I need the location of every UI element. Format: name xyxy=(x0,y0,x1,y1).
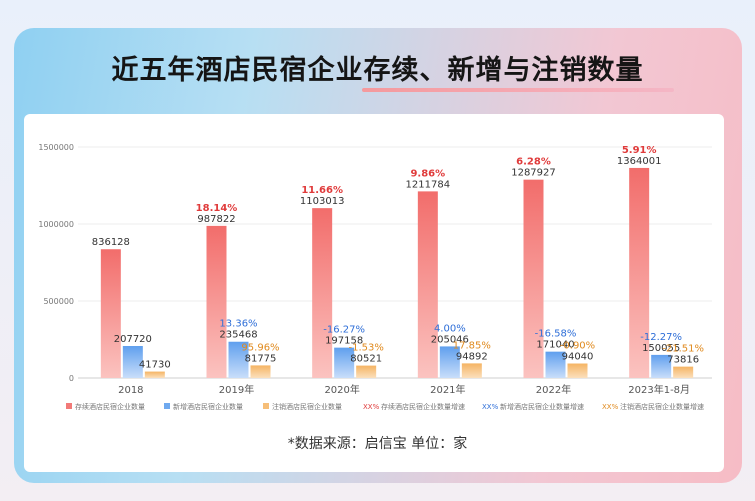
x-category-label: 2021年 xyxy=(430,383,465,396)
value-label: 81775 xyxy=(245,353,277,364)
grid-lines xyxy=(78,146,712,379)
legend-entry: 注销酒店民宿企业数量 xyxy=(272,402,342,411)
value-label: 987822 xyxy=(197,214,235,225)
growth-label: 18.14% xyxy=(196,203,238,214)
growth-label: 9.86% xyxy=(410,168,445,179)
x-category-label: 2020年 xyxy=(324,383,359,396)
x-category-label: 2023年1-8月 xyxy=(628,383,690,396)
y-tick-label: 1000000 xyxy=(38,220,74,229)
x-axis-categories: 2018 2019年 2020年 2021年 2022年 2023年1-8月 xyxy=(118,383,690,396)
chart-panel xyxy=(24,114,724,472)
y-tick-label: 500000 xyxy=(43,297,74,306)
legend-swatch xyxy=(66,403,72,409)
growth-label: 5.91% xyxy=(622,145,657,156)
legend-swatch xyxy=(164,403,170,409)
value-label: 80521 xyxy=(350,354,382,365)
growth-label: -1.53% xyxy=(348,343,383,354)
legend-entry: 新增酒店民宿企业数量 xyxy=(173,402,243,411)
legend-entry: 注销酒店民宿企业数量增速 xyxy=(620,402,704,411)
bar-new xyxy=(334,347,355,378)
bar-new xyxy=(122,346,143,378)
value-label: 1211784 xyxy=(406,179,451,190)
value-label: 150055 xyxy=(642,343,680,354)
value-label: 1364001 xyxy=(617,156,662,167)
y-tick-label: 0 xyxy=(69,374,74,383)
bar-cancelled xyxy=(144,371,165,378)
data-source-note: *数据来源：启信宝 单位：家 xyxy=(287,436,468,452)
bar-cancelled xyxy=(567,363,588,378)
legend-marker: XX% xyxy=(482,403,499,411)
value-label: 73816 xyxy=(667,355,699,366)
bar-new xyxy=(545,351,566,378)
bar-existing xyxy=(312,208,333,378)
value-label: 197158 xyxy=(325,336,363,347)
title-underline xyxy=(362,88,674,92)
value-label: 1103013 xyxy=(300,196,345,207)
bars xyxy=(100,167,694,378)
legend-entry: 新增酒店民宿企业数量增速 xyxy=(500,402,584,411)
value-label: 836128 xyxy=(92,237,130,248)
value-label: 235468 xyxy=(219,330,257,341)
growth-label: -21.51% xyxy=(662,344,704,355)
bar-existing xyxy=(100,249,121,378)
x-category-label: 2022年 xyxy=(536,383,571,396)
y-tick-label: 1500000 xyxy=(38,143,74,152)
legend-marker: XX% xyxy=(602,403,619,411)
growth-label: -0.90% xyxy=(560,341,595,352)
growth-label: 4.00% xyxy=(434,323,466,334)
bar-cancelled xyxy=(673,366,694,378)
legend: 存续酒店民宿企业数量 新增酒店民宿企业数量 注销酒店民宿企业数量 XX% 存续酒店民宿企… xyxy=(66,402,704,411)
value-label: 171040 xyxy=(536,340,574,351)
growth-label: -12.27% xyxy=(640,332,682,343)
bar-existing xyxy=(417,191,438,378)
value-label: 205046 xyxy=(431,334,469,345)
value-label: 94892 xyxy=(456,351,488,362)
y-axis-ticks: 0 500000 1000000 1500000 xyxy=(38,143,74,383)
page-title: 近五年酒店民宿企业存续、新增与注销数量 xyxy=(111,55,644,86)
value-label: 94040 xyxy=(562,352,594,363)
value-label: 41730 xyxy=(139,360,171,371)
growth-label: 17.85% xyxy=(453,340,491,351)
growth-label: 11.66% xyxy=(301,185,343,196)
growth-label: -16.27% xyxy=(323,325,365,336)
growth-label: 6.28% xyxy=(516,157,551,168)
value-label: 207720 xyxy=(114,334,152,345)
bar-new xyxy=(651,354,672,378)
growth-label: 95.96% xyxy=(241,342,279,353)
bar-cancelled xyxy=(461,363,482,378)
bar-new xyxy=(228,341,249,378)
bar-existing xyxy=(523,179,544,378)
value-label: 1287927 xyxy=(511,168,556,179)
bar-cancelled xyxy=(250,365,271,378)
bar-cancelled xyxy=(356,365,377,378)
x-category-label: 2019年 xyxy=(219,383,254,396)
legend-marker: XX% xyxy=(363,403,380,411)
legend-entry: 存续酒店民宿企业数量 xyxy=(75,402,145,411)
legend-swatch xyxy=(263,403,269,409)
bar-existing xyxy=(629,167,650,378)
bar-existing xyxy=(206,225,227,378)
bar-new xyxy=(439,346,460,378)
growth-label: -16.58% xyxy=(535,329,577,340)
x-category-label: 2018 xyxy=(118,385,143,396)
legend-entry: 存续酒店民宿企业数量增速 xyxy=(381,402,465,411)
growth-label: 13.36% xyxy=(219,319,257,330)
